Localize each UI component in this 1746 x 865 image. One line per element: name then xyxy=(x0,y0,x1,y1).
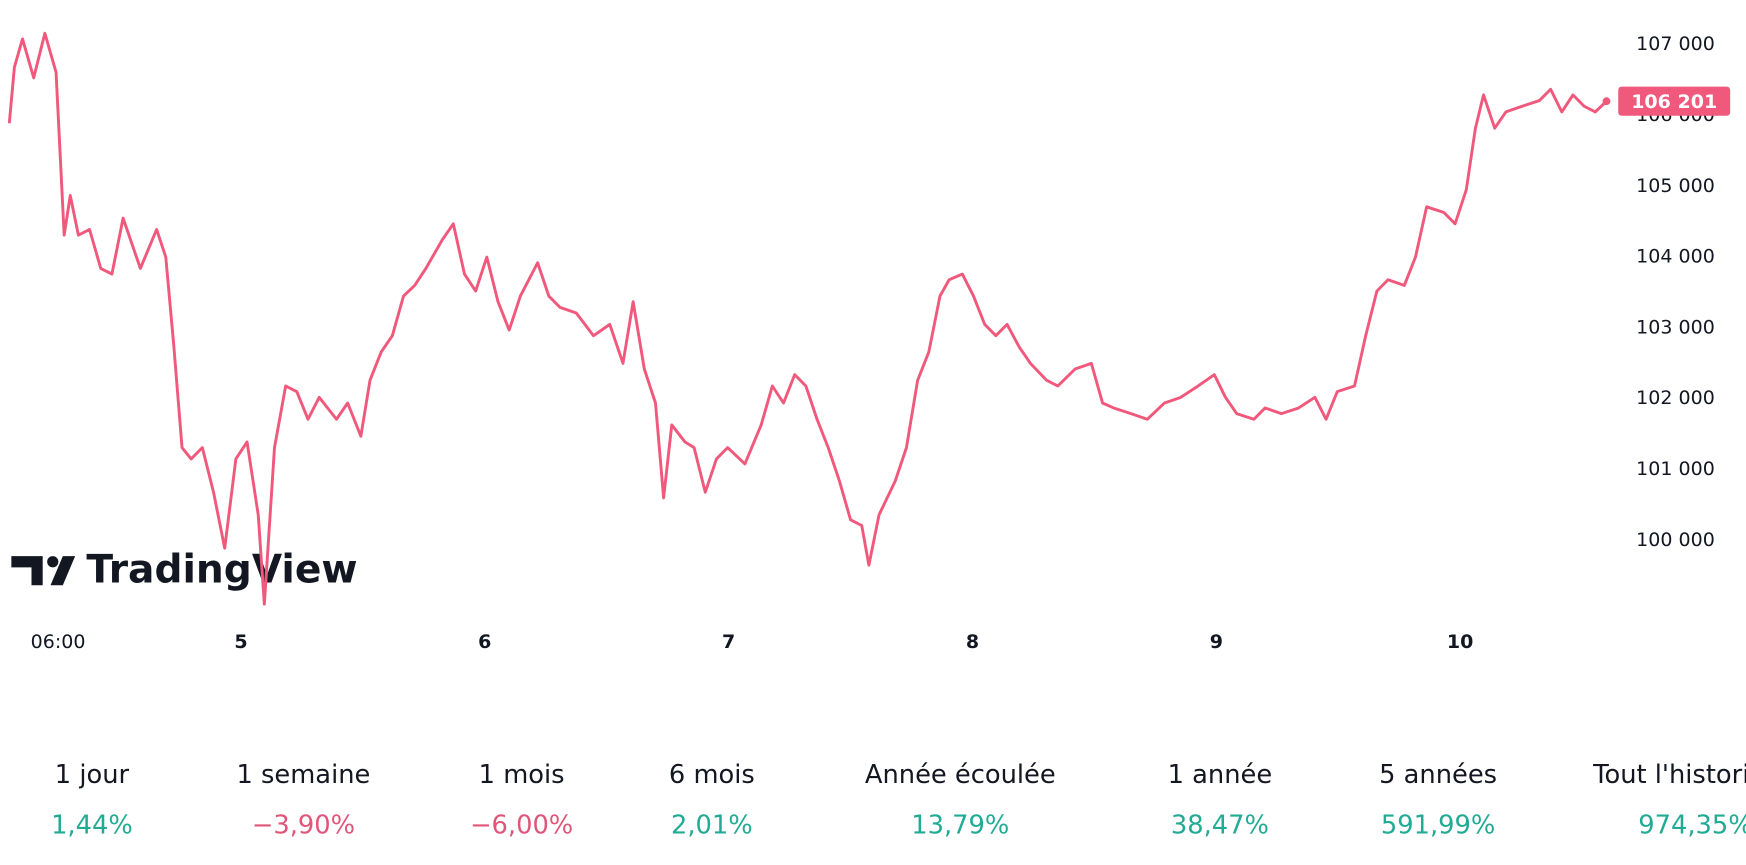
y-tick-label: 100 000 xyxy=(1636,529,1715,551)
x-tick-label: 10 xyxy=(1447,631,1473,653)
y-tick-label: 102 000 xyxy=(1636,387,1715,409)
x-tick-label: 06:00 xyxy=(31,631,86,653)
period-label: Tout l'historique xyxy=(1592,760,1746,790)
y-tick-label: 101 000 xyxy=(1636,458,1715,480)
x-tick-label: 7 xyxy=(722,631,735,653)
period-change: 13,79% xyxy=(911,810,1009,840)
x-tick-label: 9 xyxy=(1210,631,1223,653)
period-label: 1 jour xyxy=(55,760,130,790)
period-change: −3,90% xyxy=(252,810,355,840)
y-tick-label: 103 000 xyxy=(1636,316,1715,338)
y-tick-label: 105 000 xyxy=(1636,175,1715,197)
price-badge-bg xyxy=(1618,86,1731,116)
period-label: 1 mois xyxy=(479,760,565,790)
price-badge-label: 106 201 xyxy=(1631,91,1717,113)
period-change: 38,47% xyxy=(1171,810,1269,840)
logo-icon xyxy=(50,556,76,586)
x-tick-label: 8 xyxy=(966,631,979,653)
y-tick-label: 107 000 xyxy=(1636,33,1715,55)
period-label: 1 année xyxy=(1168,760,1273,790)
period-label: 1 semaine xyxy=(236,760,370,790)
last-point xyxy=(1602,97,1611,106)
x-tick-label: 6 xyxy=(478,631,491,653)
period-change: 2,01% xyxy=(671,810,753,840)
logo-icon xyxy=(47,556,59,568)
price-badge: 106 201 xyxy=(1618,86,1731,116)
x-tick-label: 5 xyxy=(234,631,247,653)
period-label: 6 mois xyxy=(669,760,755,790)
logo-icon xyxy=(11,556,43,586)
price-line xyxy=(7,31,1608,606)
watermark: TradingView xyxy=(86,547,357,592)
logo: TradingView xyxy=(11,547,358,592)
period-change: −6,00% xyxy=(470,810,573,840)
period-change: 591,99% xyxy=(1381,810,1495,840)
period-change: 974,35% xyxy=(1638,810,1746,840)
period-label: 5 années xyxy=(1379,760,1497,790)
period-change: 1,44% xyxy=(51,810,133,840)
period-label: Année écoulée xyxy=(865,760,1056,790)
y-tick-label: 104 000 xyxy=(1636,246,1715,268)
